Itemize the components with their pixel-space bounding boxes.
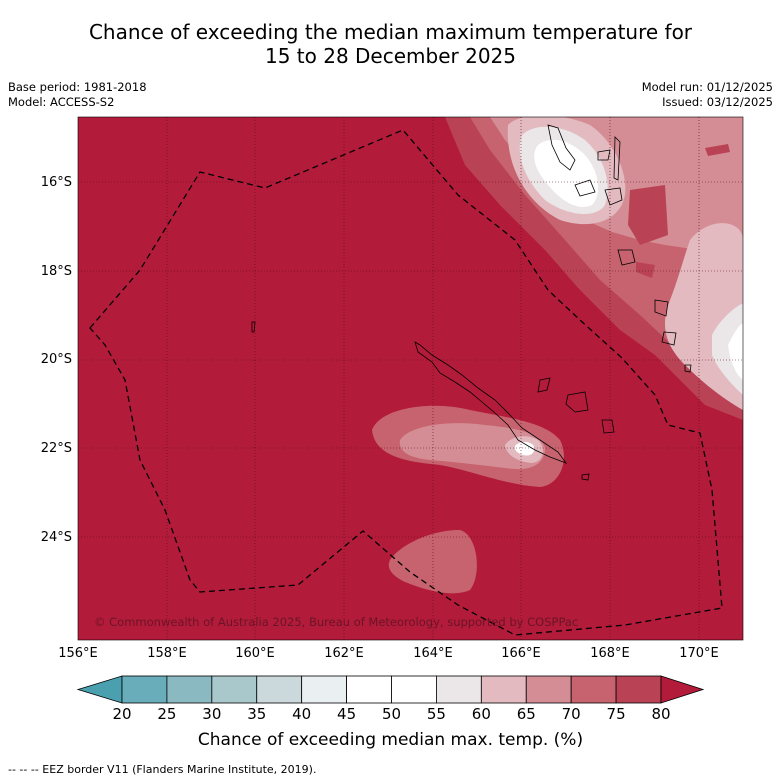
- lat-label-20s: 20°S: [40, 352, 72, 367]
- lat-label-22s: 22°S: [40, 441, 72, 456]
- base-period: Base period: 1981-2018: [8, 80, 147, 94]
- colorbar-tick-label: 70: [561, 705, 581, 723]
- lat-label-16s: 16°S: [40, 175, 72, 190]
- colorbar-tick-label: 35: [247, 705, 267, 723]
- colorbar-tick-label: 75: [606, 705, 626, 723]
- vanuatu-tanna: [661, 331, 677, 346]
- contour-75-patch-b: [705, 144, 730, 156]
- vanuatu-erromango: [654, 299, 669, 317]
- colorbar-bin: [121, 675, 168, 704]
- contour-75-patch-a: [628, 185, 668, 245]
- colorbar-bin: [615, 675, 662, 704]
- colorbar-tick-label: 45: [337, 705, 357, 723]
- coastlines: [251, 124, 692, 481]
- lon-label-170e: 170°E: [679, 646, 719, 661]
- contour-50-vanuatu: [534, 139, 599, 208]
- contour-65-newcaledonia: [399, 423, 545, 470]
- colorbar: [76, 675, 705, 704]
- colorbar-tick-label: 80: [651, 705, 671, 723]
- colorbar-tick-label: 20: [112, 705, 132, 723]
- chesterfield-islands: [251, 321, 256, 333]
- lon-label-162e: 162°E: [324, 646, 364, 661]
- copyright-notice: © Commonwealth of Australia 2025, Bureau…: [94, 615, 578, 629]
- vanuatu-ambrym: [604, 187, 623, 206]
- vanuatu-pentecost: [613, 136, 621, 181]
- colorbar-tick-label: 25: [157, 705, 177, 723]
- colorbar-bin: [570, 675, 617, 704]
- eez-footnote: -- -- -- EEZ border V11 (Flanders Marine…: [8, 763, 317, 776]
- vanuatu-efate: [617, 249, 636, 266]
- new-caledonia-coast: [414, 341, 568, 464]
- map-title-line1: Chance of exceeding the median maximum t…: [88, 20, 693, 44]
- isle-of-pines: [581, 473, 590, 481]
- map-title-line2: 15 to 28 December 2025: [264, 44, 516, 68]
- colorbar-bin: [256, 675, 303, 704]
- meta-left: Base period: 1981-2018 Model: ACCESS-S2: [8, 80, 147, 110]
- lon-label-160e: 160°E: [235, 646, 275, 661]
- colorbar-tick-label: 55: [426, 705, 446, 723]
- contour-75-patch-c: [636, 262, 655, 278]
- colorbar-bin: [346, 675, 392, 704]
- map-frame: [77, 116, 744, 641]
- lon-label-168e: 168°E: [590, 646, 630, 661]
- colorbar-bin: [166, 675, 213, 704]
- colorbar-bin: [211, 675, 258, 704]
- colorbar-label: Chance of exceeding median max. temp. (%…: [197, 730, 584, 750]
- colorbar-tick-label: 50: [381, 705, 402, 723]
- vanuatu-maewo: [597, 149, 611, 161]
- lon-label-164e: 164°E: [413, 646, 453, 661]
- loyalty-island-b: [565, 391, 589, 413]
- eez-border: [89, 129, 723, 636]
- map-area: © Commonwealth of Australia 2025, Bureau…: [78, 117, 743, 640]
- colorbar-tick-label: 40: [292, 705, 312, 723]
- colorbar-bin: [391, 675, 437, 704]
- loyalty-island-c: [601, 419, 615, 434]
- meta-right: Model run: 01/12/2025 Issued: 03/12/2025: [642, 80, 773, 110]
- lon-label-158e: 158°E: [147, 646, 187, 661]
- colorbar-bin: [301, 675, 347, 704]
- lon-label-166e: 166°E: [501, 646, 541, 661]
- lon-label-156e: 156°E: [58, 646, 98, 661]
- colorbar-bin: [436, 675, 482, 704]
- issued-date: Issued: 03/12/2025: [662, 95, 773, 109]
- colorbar-tick-label: 60: [471, 705, 491, 723]
- colorbar-extend-low: [76, 675, 123, 704]
- colorbar-extend-high: [660, 675, 705, 704]
- model-run: Model run: 01/12/2025: [641, 80, 773, 94]
- colorbar-bin: [480, 675, 527, 704]
- vanuatu-espiritu-santo: [547, 124, 576, 171]
- colorbar-tick-label: 65: [516, 705, 536, 723]
- model-name: Model: ACCESS-S2: [8, 95, 115, 109]
- vanuatu-aneityum: [684, 364, 692, 373]
- lat-label-24s: 24°S: [40, 530, 72, 545]
- vanuatu-malekula: [574, 179, 596, 197]
- colorbar-bin: [525, 675, 572, 704]
- contour-50-newcaledonia: [514, 441, 535, 456]
- lat-label-18s: 18°S: [40, 264, 72, 279]
- loyalty-island-a: [537, 377, 551, 393]
- colorbar-tick-label: 30: [202, 705, 222, 723]
- contour-55-east: [712, 304, 743, 395]
- contour-50-east: [728, 323, 743, 380]
